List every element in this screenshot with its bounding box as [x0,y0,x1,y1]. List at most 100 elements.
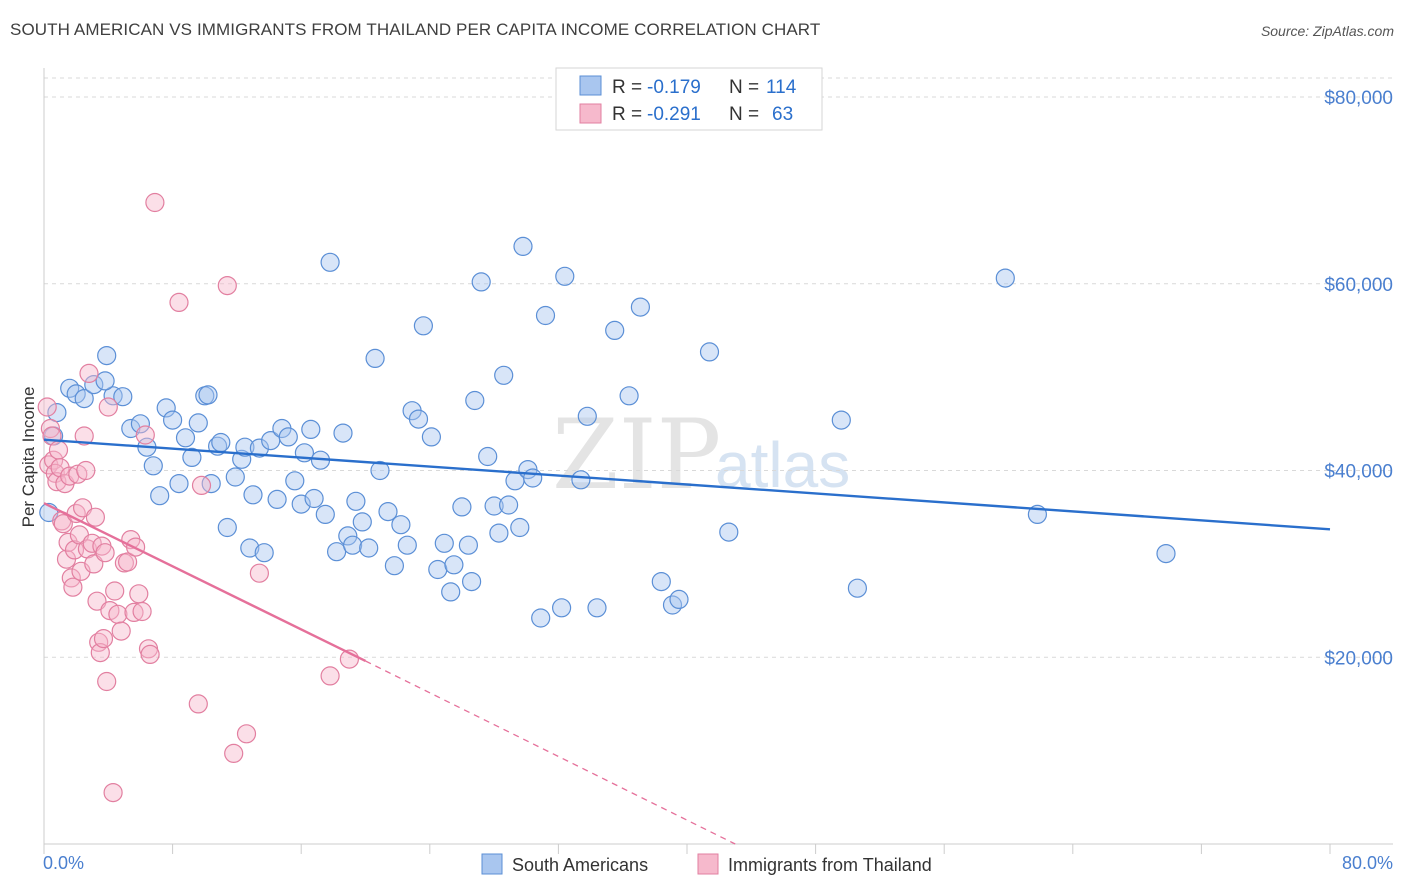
legend-label-south-americans: South Americans [512,855,648,875]
thailand-point-36 [97,671,117,692]
thailand-point-54 [169,292,189,312]
south-americans-point-47 [327,542,347,562]
south-americans-point-32 [243,485,263,505]
y-tick-labels: $20,000 $40,000 $60,000 $80,000 [1324,88,1393,669]
south-americans-point-52 [352,512,372,532]
legend-label-immigrants-thailand: Immigrants from Thailand [728,855,932,875]
south-americans-point-79 [510,517,530,538]
thailand-point-10 [53,514,73,534]
legend-swatch-south-americans [481,853,503,875]
south-americans-point-75 [489,523,509,543]
south-americans-point-64 [428,559,448,580]
south-americans-point-33 [249,438,269,458]
stats-n-label-1: N = [729,77,759,98]
south-americans-point-27 [217,517,237,538]
legend: South Americans Immigrants from Thailand [481,853,932,875]
thailand-point-46 [124,602,144,623]
south-americans-point-10 [95,371,115,391]
south-americans-point-95 [669,589,689,610]
stats-r-label-1: R = [612,77,642,98]
thailand-point-52 [140,644,160,665]
thailand-point-60 [249,563,269,583]
south-americans-point-6 [84,375,104,395]
south-americans-point-5 [74,389,94,409]
thailand-point-24 [76,460,96,481]
south-americans-point-57 [384,556,404,576]
south-americans-point-24 [201,474,221,494]
trend-line-south-americans [43,438,1331,531]
x-tick-label-min: 0.0% [43,853,84,873]
south-americans-point-28 [225,467,245,487]
thailand-point-29 [85,507,106,527]
watermark-zip: ZIP [552,399,721,511]
south-americans-point-12 [130,414,150,434]
south-americans-point-66 [441,582,461,602]
thailand-point-37 [98,397,118,417]
south-americans-point-84 [535,305,556,326]
axes [43,68,1393,854]
south-americans-point-14 [143,456,163,476]
south-americans-point-8 [103,386,123,406]
south-americans-point-62 [413,316,433,336]
south-americans-point-89 [587,598,607,618]
south-americans-point-21 [188,413,208,433]
south-americans-point-45 [315,504,335,525]
thailand-point-61 [320,666,340,686]
y-axis-title: Per Capita Income [19,387,38,528]
stats-r-value-1: -0.179 [647,77,701,98]
thailand-point-16 [63,577,83,597]
south-americans-point-93 [651,571,671,592]
thailand-point-53 [145,192,165,213]
south-americans-point-18 [169,474,189,494]
series-south-americans [39,236,1176,628]
south-americans-point-98 [831,410,851,430]
thailand-point-13 [58,532,78,553]
south-americans-point-92 [630,297,651,317]
south-americans-point-42 [301,419,321,439]
south-americans-point-49 [338,526,358,546]
thailand-point-26 [79,363,99,383]
thailand-point-22 [72,498,93,518]
south-americans-point-43 [304,488,324,509]
stats-n-value-2: 63 [772,104,793,125]
south-americans-point-38 [278,427,298,447]
south-americans-point-69 [458,535,478,555]
legend-swatch-immigrants-thailand [697,853,719,875]
watermark: ZIP atlas [552,399,850,511]
thailand-point-44 [117,552,138,572]
south-americans-point-7 [97,346,117,366]
thailand-point-7 [48,440,69,460]
south-americans-point-58 [391,515,411,535]
thailand-point-50 [135,425,155,445]
thailand-point-41 [108,604,128,624]
trend-lines [43,438,1331,845]
south-americans-point-76 [494,365,514,385]
thailand-point-59 [236,724,257,744]
south-americans-point-59 [397,535,417,555]
south-americans-point-87 [571,470,591,490]
thailand-point-58 [224,743,244,764]
thailand-point-55 [188,694,208,714]
stats-r-value-2: -0.291 [647,104,701,125]
x-tick-label-max: 80.0% [1342,853,1393,873]
south-americans-point-63 [421,427,441,447]
south-americans-point-56 [378,502,398,522]
south-americans-point-51 [346,491,366,511]
stats-swatch-blue [579,75,602,96]
south-americans-point-19 [175,428,196,448]
thailand-point-42 [111,621,131,641]
south-americans-point-15 [150,486,170,506]
south-americans-point-65 [434,533,454,553]
south-americans-point-71 [465,390,485,411]
thailand-point-49 [132,601,152,622]
south-americans-point-85 [551,598,572,618]
south-americans-point-96 [699,342,720,362]
south-americans-point-39 [285,471,305,491]
thailand-point-40 [105,581,125,601]
south-americans-point-46 [320,252,340,272]
y-tick-label-1: $40,000 [1324,462,1393,483]
south-americans-point-48 [333,423,353,443]
south-americans-point-55 [370,460,390,481]
south-americans-point-72 [471,272,491,292]
thailand-point-57 [217,276,237,296]
